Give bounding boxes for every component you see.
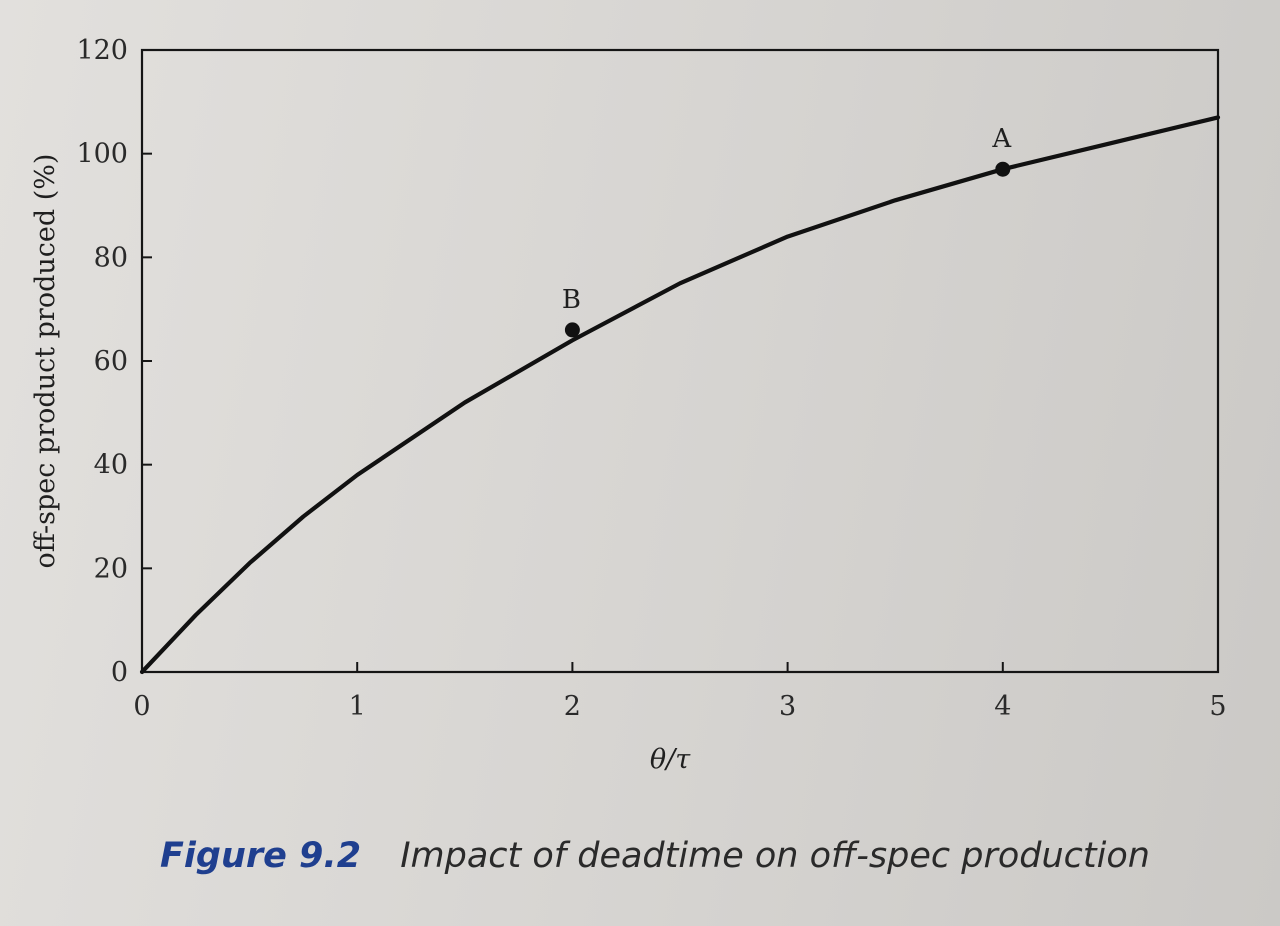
y-tick-label: 120	[76, 35, 128, 66]
y-tick-label: 60	[94, 346, 128, 377]
y-tick-label: 40	[94, 450, 128, 481]
point-label-b: B	[562, 285, 581, 315]
y-axis-title: off-spec product produced (%)	[30, 154, 61, 569]
point-label-a: A	[991, 124, 1012, 154]
plot-frame	[140, 48, 1220, 674]
figure-caption-text: Impact of deadtime on off-spec productio…	[400, 836, 1150, 876]
x-tick-label: 5	[1209, 691, 1226, 722]
x-tick-label: 3	[779, 691, 796, 722]
y-tick-label: 20	[94, 553, 128, 584]
figure-number: Figure 9.2	[160, 836, 362, 876]
marked-point-b	[564, 322, 580, 338]
x-axis-title: θ/τ	[650, 744, 691, 775]
y-tick-label: 0	[111, 657, 128, 688]
y-tick-label: 100	[76, 139, 128, 170]
data-line	[139, 115, 1221, 675]
figure-caption: Figure 9.2 Impact of deadtime on off-spe…	[160, 836, 1150, 876]
y-tick-label: 80	[94, 242, 128, 273]
x-tick-label: 0	[133, 691, 150, 722]
x-tick-label: 4	[994, 691, 1011, 722]
x-tick-label: 2	[564, 691, 581, 722]
marked-point-a	[995, 161, 1011, 177]
x-tick-label: 1	[349, 691, 366, 722]
